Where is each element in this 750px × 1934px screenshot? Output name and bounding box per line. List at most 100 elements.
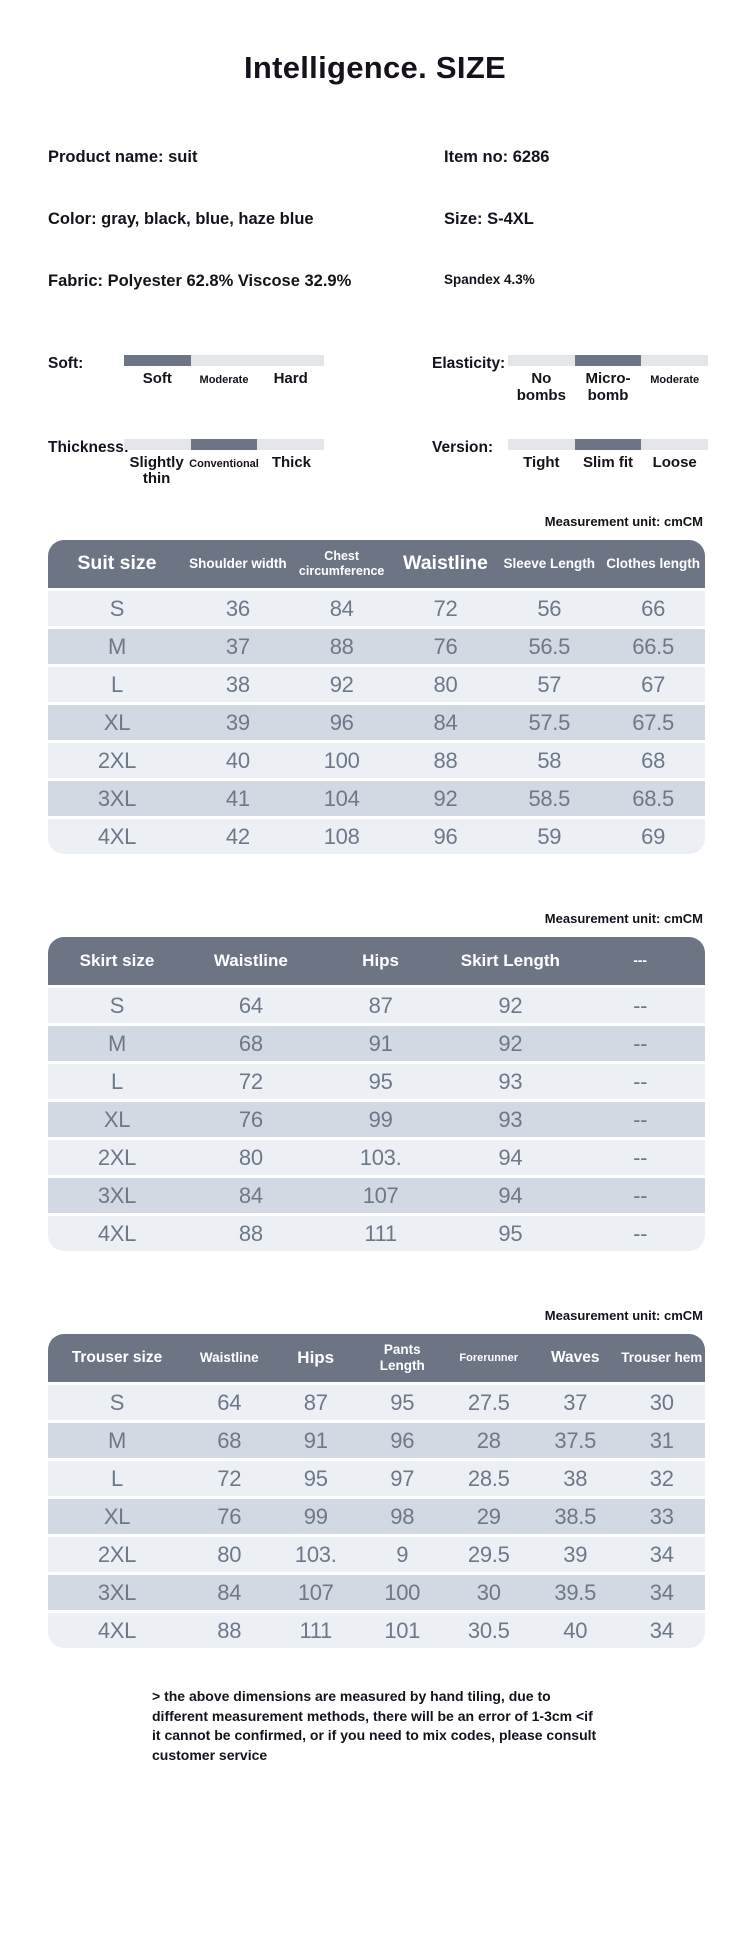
value-cell: 92 bbox=[445, 988, 576, 1024]
fabric-text: Fabric: Polyester 62.8% Viscose 32.9% bbox=[48, 272, 352, 290]
table-row: XL 76 99 98 29 38.5 33 bbox=[48, 1499, 705, 1535]
value-cell: 84 bbox=[185, 1575, 273, 1611]
column-header: Trouser size bbox=[48, 1334, 186, 1383]
value-cell: 108 bbox=[289, 819, 394, 855]
value-cell: 68 bbox=[185, 1423, 273, 1459]
column-header: Forerunner bbox=[445, 1334, 532, 1383]
spandex-text: Spandex 4.3% bbox=[444, 272, 535, 287]
value-cell: 93 bbox=[445, 1102, 576, 1138]
product-info-row: Color: gray, black, blue, haze blue Size… bbox=[48, 210, 705, 229]
size-label-cell: 2XL bbox=[48, 1140, 186, 1176]
measurement-unit-note: Measurement unit: cmCM bbox=[544, 911, 703, 927]
value-cell: -- bbox=[575, 1102, 705, 1138]
value-cell: 95 bbox=[445, 1216, 576, 1252]
attribute-option: Slim fit bbox=[583, 453, 634, 471]
table-row: 3XL 84 107 100 30 39.5 34 bbox=[48, 1575, 705, 1611]
level-bar-fill bbox=[190, 438, 258, 450]
table-row: S 36 84 72 56 66 bbox=[48, 591, 705, 627]
suit-size-table: Suit size Shoulder width Chest circumferen… bbox=[48, 537, 705, 857]
value-cell: 38 bbox=[531, 1461, 619, 1497]
attribute-options: Soft Moderate Hard bbox=[124, 370, 324, 388]
size-label-cell: M bbox=[48, 1423, 186, 1459]
value-cell: 34 bbox=[618, 1537, 705, 1573]
column-header: Clothes length bbox=[601, 540, 705, 589]
value-cell: 80 bbox=[393, 667, 498, 703]
value-cell: 56 bbox=[497, 591, 602, 627]
value-cell: 72 bbox=[185, 1461, 273, 1497]
size-label-cell: XL bbox=[48, 1102, 186, 1138]
table-row: M 37 88 76 56.5 66.5 bbox=[48, 629, 705, 665]
value-cell: 80 bbox=[185, 1140, 316, 1176]
value-cell: 93 bbox=[445, 1064, 576, 1100]
attribute-label: Soft: bbox=[48, 355, 84, 372]
column-header: Skirt Length bbox=[445, 937, 576, 986]
value-cell: 96 bbox=[289, 705, 394, 741]
value-cell: 91 bbox=[272, 1423, 359, 1459]
size-table-section: Measurement unit: cmCM Trouser size Waist… bbox=[48, 1308, 705, 1651]
footer-note: > the above dimensions are measured by h… bbox=[152, 1688, 597, 1763]
product-info-row: Fabric: Polyester 62.8% Viscose 32.9% Sp… bbox=[48, 272, 705, 291]
product-name-text: Product name: suit bbox=[48, 148, 198, 166]
attribute-label: Thickness: bbox=[48, 438, 129, 456]
attribute-option: Micro-bomb bbox=[585, 370, 631, 404]
value-cell: 56.5 bbox=[497, 629, 602, 665]
size-label-cell: XL bbox=[48, 705, 186, 741]
attribute-option: Soft bbox=[142, 370, 172, 387]
attributes-grid: Soft: Soft Moderate Hard Elasticity: No bo… bbox=[48, 355, 708, 489]
attribute-option: Loose bbox=[652, 453, 697, 471]
value-cell: 57.5 bbox=[497, 705, 602, 741]
table-row: L 72 95 97 28.5 38 32 bbox=[48, 1461, 705, 1497]
value-cell: 84 bbox=[185, 1178, 316, 1214]
table-row: 2XL 40 100 88 58 68 bbox=[48, 743, 705, 779]
value-cell: 72 bbox=[393, 591, 498, 627]
attribute-scale: Slightly thin Conventional Thick bbox=[124, 438, 324, 489]
size-label-cell: XL bbox=[48, 1499, 186, 1535]
column-header: Trouser hem bbox=[618, 1334, 705, 1383]
value-cell: 91 bbox=[315, 1026, 446, 1062]
value-cell: 94 bbox=[445, 1178, 576, 1214]
value-cell: 30 bbox=[618, 1385, 705, 1421]
value-cell: 27.5 bbox=[445, 1385, 532, 1421]
table-row: L 38 92 80 57 67 bbox=[48, 667, 705, 703]
attribute-options: No bombs Micro-bomb Moderate bbox=[508, 370, 708, 405]
value-cell: 28.5 bbox=[445, 1461, 532, 1497]
value-cell: 30.5 bbox=[445, 1613, 532, 1649]
attribute-option: Thick bbox=[271, 453, 312, 471]
value-cell: -- bbox=[575, 1178, 705, 1214]
attribute-option: Slightly thin bbox=[129, 453, 184, 488]
color-text: Color: gray, black, blue, haze blue bbox=[48, 210, 314, 228]
value-cell: -- bbox=[575, 1140, 705, 1176]
value-cell: 100 bbox=[358, 1575, 446, 1611]
value-cell: 68 bbox=[601, 743, 705, 779]
value-cell: 42 bbox=[185, 819, 290, 855]
value-cell: 98 bbox=[358, 1499, 446, 1535]
value-cell: 99 bbox=[272, 1499, 359, 1535]
table-header-row: Suit size Shoulder width Chest circumferen… bbox=[48, 540, 705, 589]
value-cell: 72 bbox=[185, 1064, 316, 1100]
tables: Measurement unit: cmCM Suit size Shoulder… bbox=[48, 514, 705, 1651]
size-label-cell: M bbox=[48, 1026, 186, 1062]
value-cell: 40 bbox=[531, 1613, 619, 1649]
measurement-unit-note: Measurement unit: cmCM bbox=[544, 514, 703, 530]
value-cell: -- bbox=[575, 1216, 705, 1252]
table-row: 4XL 88 111 101 30.5 40 34 bbox=[48, 1613, 705, 1649]
size-label-cell: 4XL bbox=[48, 1216, 186, 1252]
column-header: Waistline bbox=[185, 1334, 273, 1383]
value-cell: 59 bbox=[497, 819, 602, 855]
value-cell: 103. bbox=[315, 1140, 446, 1176]
level-bar-fill bbox=[124, 355, 191, 366]
value-cell: 64 bbox=[185, 1385, 273, 1421]
value-cell: 111 bbox=[272, 1613, 359, 1649]
column-header: Hips bbox=[315, 937, 446, 986]
size-label-cell: 4XL bbox=[48, 819, 186, 855]
value-cell: 39 bbox=[531, 1537, 619, 1573]
value-cell: 88 bbox=[393, 743, 498, 779]
measurement-unit-note: Measurement unit: cmCM bbox=[544, 1308, 703, 1324]
value-cell: 88 bbox=[289, 629, 394, 665]
value-cell: 39 bbox=[185, 705, 290, 741]
value-cell: 57 bbox=[497, 667, 602, 703]
value-cell: 68.5 bbox=[601, 781, 705, 817]
value-cell: 66 bbox=[601, 591, 705, 627]
page-title: Intelligence. SIZE bbox=[243, 50, 507, 85]
value-cell: 107 bbox=[272, 1575, 359, 1611]
